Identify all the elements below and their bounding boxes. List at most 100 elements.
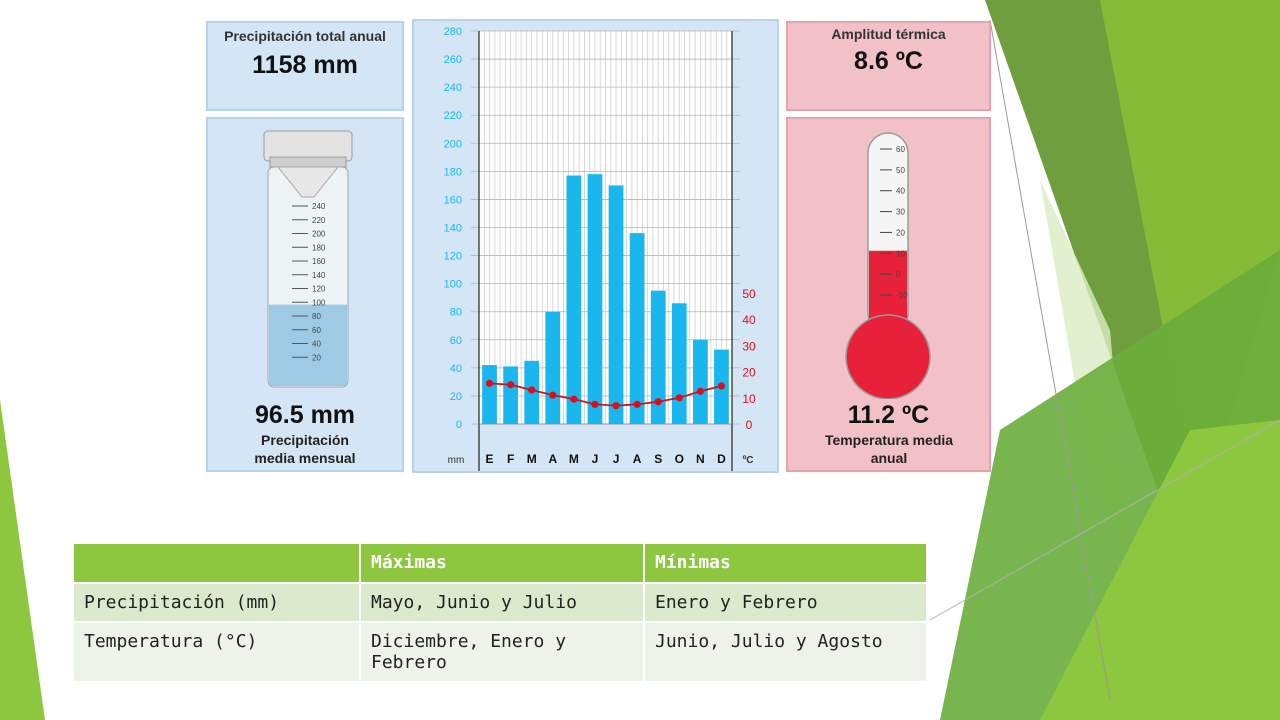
- temperature-line: [489, 382, 722, 407]
- precipitation-bar: [482, 365, 497, 424]
- thermometer-tick-label: 50: [896, 166, 905, 175]
- thermometer-tick-label: 60: [896, 145, 905, 154]
- decorative-line: [989, 19, 1111, 701]
- temp-mean-value: 11.2 ºC: [847, 401, 930, 429]
- precipitation-bar: [545, 311, 561, 424]
- summary-table: Máximas Mínimas Precipitación (mm) Mayo,…: [74, 544, 928, 683]
- amplitude-value: 8.6 ºC: [854, 47, 923, 75]
- y-right-tick-label: 40: [742, 313, 756, 327]
- gauge-collar: [269, 156, 347, 168]
- gauge-tick-label: 240: [312, 202, 326, 211]
- left-green-accent: [0, 400, 45, 720]
- y-left-tick-label: 200: [444, 138, 462, 150]
- x-label-left: mm: [448, 455, 465, 466]
- x-tick-label: A: [548, 452, 557, 466]
- y-left-tick-label: 20: [450, 391, 462, 403]
- y-left-tick-label: 0: [456, 419, 462, 431]
- table-cell: Precipitación (mm): [74, 583, 361, 623]
- decorative-line-2: [929, 419, 1280, 621]
- y-right-tick-label: 20: [742, 366, 756, 380]
- thermometer: 60 50 40 30 20 10 0 -10: [845, 132, 931, 399]
- precipitation-bar: [608, 185, 624, 424]
- table-header-min: Mínimas: [644, 544, 928, 584]
- y-right-tick-label: 30: [742, 339, 756, 353]
- table-row: Temperatura (°C) Diciembre, Enero y Febr…: [74, 622, 928, 683]
- y-left-tick-label: 180: [444, 166, 462, 178]
- precip-mean-label: Precipitación media mensual: [254, 432, 356, 466]
- table-cell: Mayo, Junio y Julio: [360, 583, 645, 623]
- x-tick-label: J: [592, 452, 599, 466]
- precip-total-panel: Precipitación total anual 1158 mm: [206, 21, 404, 111]
- temperature-point: [485, 379, 494, 387]
- temperature-point: [696, 387, 704, 395]
- temperature-point: [570, 395, 578, 403]
- rain-gauge: 240 220 200 180 160 140 120 100 80 60 40 20: [263, 130, 353, 388]
- thermometer-tick-label: -10: [896, 291, 908, 300]
- y-left-tick-label: 100: [444, 279, 462, 291]
- x-tick-label: J: [613, 452, 620, 466]
- temperature-point: [591, 400, 599, 408]
- gauge-tick-label: 80: [312, 312, 321, 321]
- x-tick-label: F: [507, 452, 514, 466]
- temperature-point: [717, 382, 726, 390]
- table-row: Precipitación (mm) Mayo, Junio y Julio E…: [74, 583, 928, 623]
- gauge-tick-label: 160: [312, 257, 326, 266]
- x-tick-label: D: [717, 452, 726, 466]
- table-cell: Junio, Julio y Agosto: [644, 622, 928, 683]
- table-header-empty: [74, 544, 361, 584]
- y-left-tick-label: 260: [444, 54, 462, 66]
- gauge-funnel: [276, 166, 340, 198]
- y-left-tick-label: 140: [444, 223, 462, 235]
- x-tick-label: M: [527, 452, 537, 466]
- gauge-tick-label: 180: [312, 243, 326, 252]
- temperature-point: [528, 386, 536, 394]
- temp-mean-panel: 60 50 40 30 20 10 0 -10 11.2 ºC Temperatura med…: [786, 117, 991, 472]
- precip-total-title: Precipitación total anual: [224, 28, 386, 44]
- y-right-tick-label: 50: [742, 287, 756, 301]
- precipitation-bar: [566, 175, 582, 424]
- thermometer-tick-label: 30: [896, 208, 905, 217]
- y-right-tick-label: 10: [742, 392, 756, 406]
- amplitude-panel: Amplitud térmica 8.6 ºC: [786, 21, 991, 111]
- x-tick-label: S: [654, 452, 662, 466]
- x-label-right: ºC: [743, 455, 754, 466]
- x-tick-label: N: [696, 452, 705, 466]
- x-tick-label: A: [633, 452, 642, 466]
- amplitude-title: Amplitud térmica: [831, 26, 946, 42]
- y-left-tick-label: 280: [444, 26, 462, 38]
- thermometer-tick-label: 20: [896, 228, 905, 237]
- y-left-tick-label: 40: [450, 363, 462, 375]
- y-left-tick-label: 220: [444, 110, 462, 122]
- x-tick-label: E: [486, 452, 494, 466]
- table-cell: Diciembre, Enero y Febrero: [360, 622, 645, 683]
- temp-mean-label: Temperatura media anual: [824, 432, 954, 466]
- x-tick-label: M: [569, 452, 579, 466]
- gauge-tick-label: 40: [312, 340, 321, 349]
- temperature-point: [675, 394, 683, 402]
- climate-chart-panel: 0 20 40 60 80 100 120 140 160 180 200 220 240 260 280 0…: [412, 19, 779, 473]
- precipitation-bar: [692, 339, 708, 424]
- y-left-tick-label: 80: [450, 307, 462, 319]
- temperature-point: [612, 402, 620, 410]
- precipitation-bar: [671, 303, 687, 424]
- temperature-point: [633, 400, 641, 408]
- temperature-point: [549, 391, 557, 399]
- gauge-tick-label: 220: [312, 216, 326, 225]
- precipitation-bar: [503, 366, 519, 424]
- thermometer-tick-label: 0: [896, 270, 901, 279]
- y-left-tick-label: 120: [444, 251, 462, 263]
- gauge-tick-label: 140: [312, 271, 326, 280]
- temperature-point: [507, 381, 515, 389]
- y-right-tick-label: 0: [746, 418, 753, 432]
- climograph: 0 20 40 60 80 100 120 140 160 180 200 220 240 260 280 0…: [444, 26, 756, 471]
- table-cell: Enero y Febrero: [644, 583, 928, 623]
- gauge-tick-label: 100: [312, 298, 326, 307]
- precipitation-bar: [587, 174, 603, 424]
- y-left-tick-label: 60: [450, 335, 462, 347]
- table-header-max: Máximas: [360, 544, 645, 584]
- precip-mean-panel: 240 220 200 180 160 140 120 100 80 60 40 20 96.5 mm…: [206, 117, 404, 472]
- table-header-row: Máximas Mínimas: [74, 544, 928, 584]
- precip-mean-value: 96.5 mm: [254, 401, 356, 429]
- gauge-tick-label: 60: [312, 326, 321, 335]
